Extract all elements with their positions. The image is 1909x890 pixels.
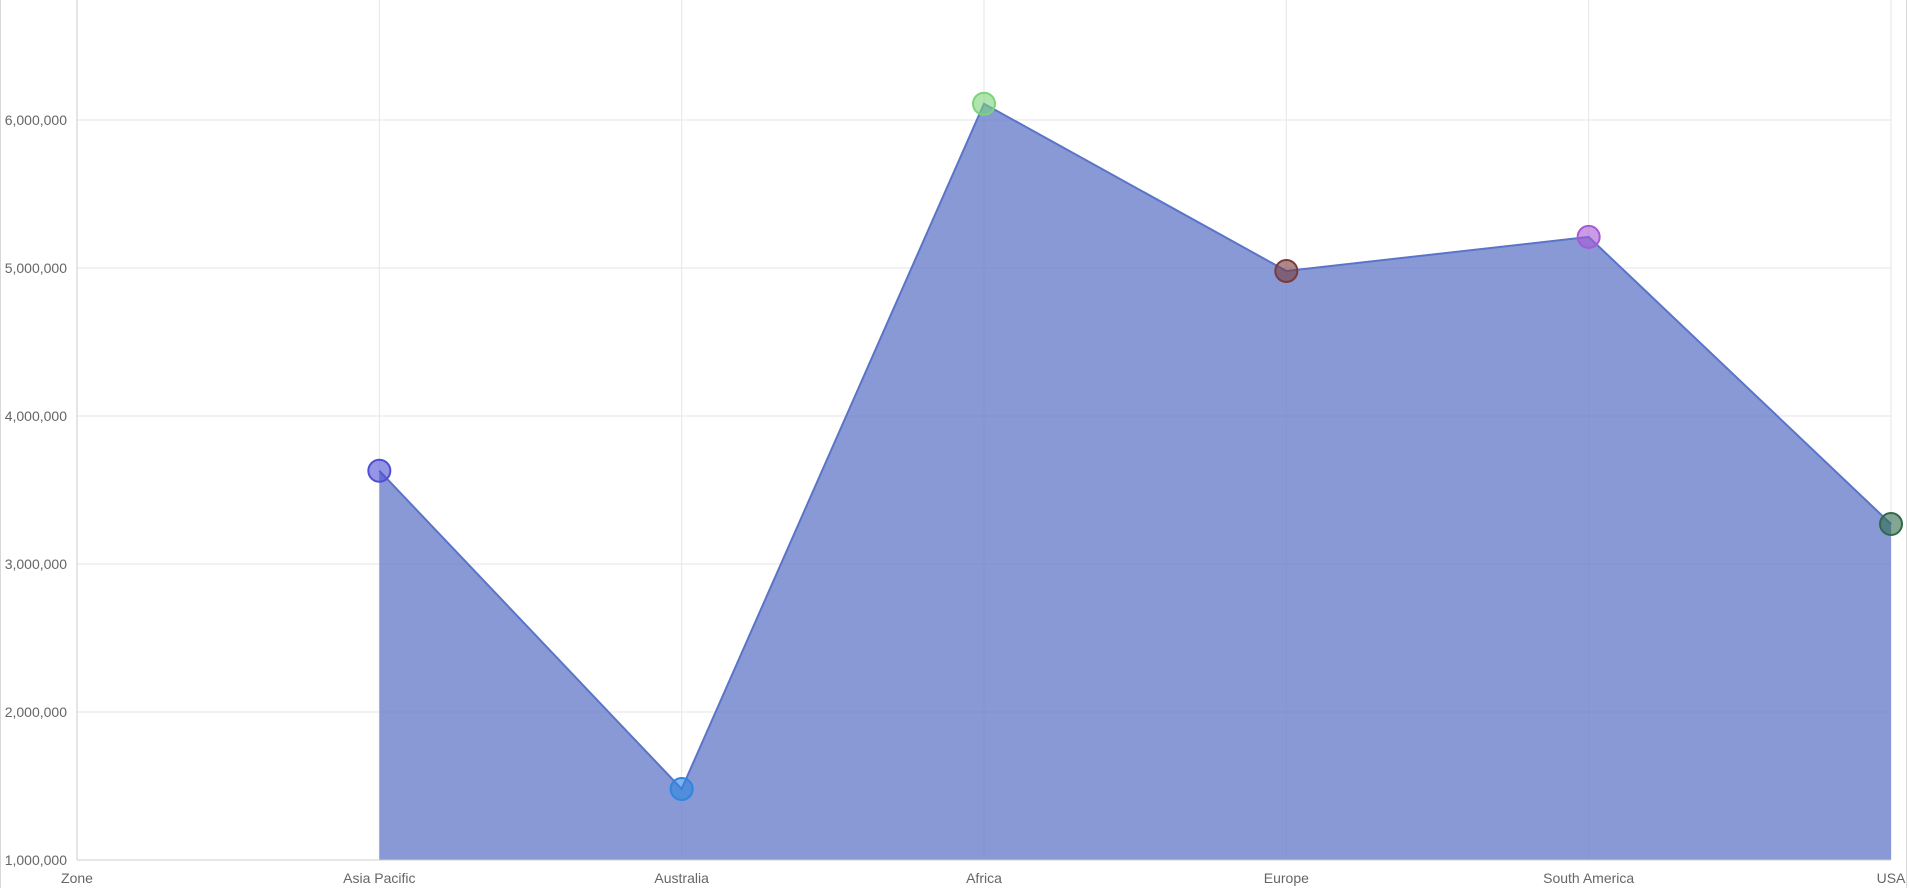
data-point[interactable] xyxy=(972,91,996,116)
data-point[interactable] xyxy=(367,458,392,483)
x-tick-label: Africa xyxy=(966,870,1002,886)
series-area xyxy=(378,102,1892,861)
y-tick-label: 3,000,000 xyxy=(5,556,67,572)
axes xyxy=(76,0,1891,861)
x-tick-label: South America xyxy=(1543,870,1634,886)
x-tick-label: Europe xyxy=(1264,870,1309,886)
data-point[interactable] xyxy=(1576,224,1601,249)
data-point[interactable] xyxy=(1274,258,1299,283)
series-line xyxy=(378,102,1892,791)
tick-labels: 1,000,000 2,000,000 3,000,000 4,000,000 5,00… xyxy=(5,112,1906,886)
y-tick-label: 1,000,000 xyxy=(5,852,67,868)
data-point[interactable] xyxy=(1879,512,1903,537)
y-tick-label: 5,000,000 xyxy=(5,260,67,276)
data-point[interactable] xyxy=(669,776,694,801)
x-tick-label: Asia Pacific xyxy=(343,870,415,886)
y-tick-label: 6,000,000 xyxy=(5,112,67,128)
y-tick-label: 4,000,000 xyxy=(5,408,67,424)
y-tick-label: 2,000,000 xyxy=(5,704,67,720)
x-tick-label: USA xyxy=(1877,870,1906,886)
x-tick-label: Australia xyxy=(654,870,709,886)
x-tick-label: Zone xyxy=(61,870,93,886)
area-fill xyxy=(379,103,1891,861)
series-points xyxy=(367,91,1903,801)
